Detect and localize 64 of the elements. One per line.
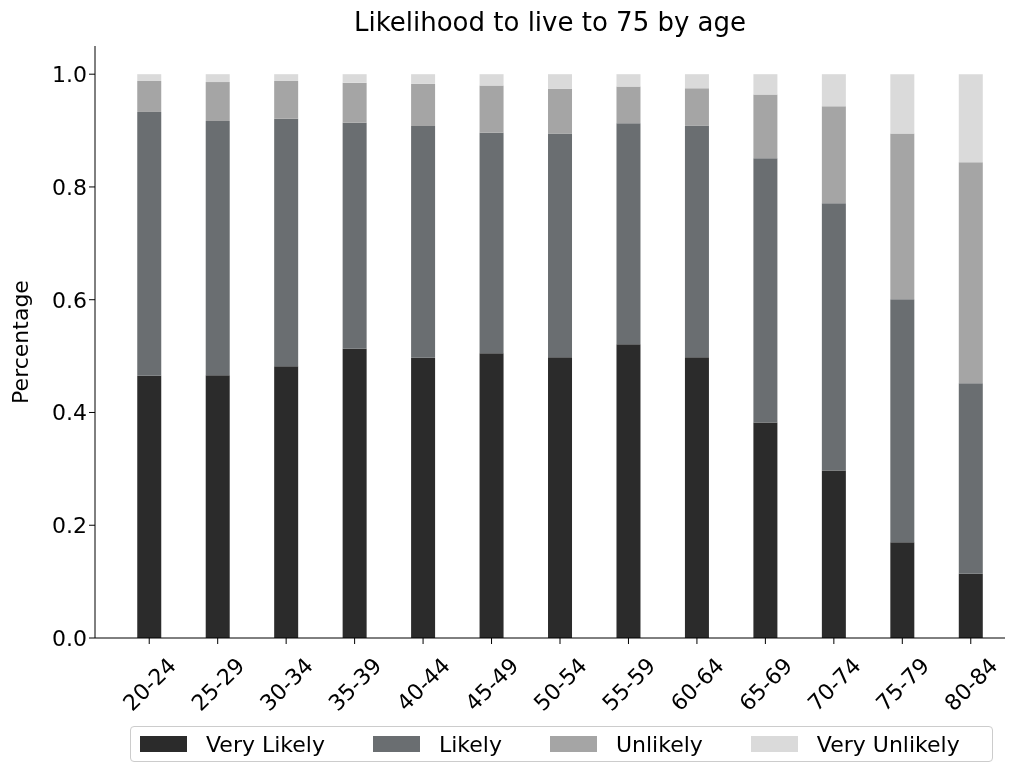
bar [411,126,436,358]
bar [274,74,299,81]
y-tick-label: 0.4 [52,400,87,426]
legend-label: Likely [438,731,502,757]
bar [753,74,778,95]
bar [616,74,641,87]
bar [137,111,162,376]
bar [205,375,230,638]
bar [821,74,846,107]
y-tick-label: 0.0 [52,625,87,651]
bar [753,422,778,638]
bar [958,573,983,638]
bar [616,344,641,638]
y-tick-label: 0.2 [52,513,87,539]
bar [342,74,367,83]
bar [616,123,641,345]
legend-label: Very Unlikely [816,731,960,757]
y-tick-label: 1.0 [52,62,87,87]
bar [890,542,915,638]
bar [342,122,367,349]
bar [479,353,504,638]
bar [479,74,504,86]
bar [479,132,504,354]
legend-label: Very Likely [206,731,325,757]
bar [411,74,436,84]
bar [684,74,709,89]
bar [205,120,230,376]
bar [958,74,983,163]
bar [274,80,299,119]
bar [274,366,299,638]
bar [753,94,778,159]
bar [548,133,573,358]
bar [411,357,436,638]
y-axis-title: Percentage [7,280,33,404]
bar [958,162,983,384]
bar [684,88,709,126]
bar [821,106,846,204]
bar [137,375,162,638]
chart-title: Likelihood to live to 75 by age [352,6,748,38]
bar [479,85,504,133]
bar [890,74,915,134]
bar [684,125,709,358]
bar [205,74,230,83]
bar [958,383,983,574]
bar [137,80,162,112]
bar [890,299,915,543]
bar [548,357,573,638]
bar [890,133,915,300]
bar [684,357,709,638]
bar [137,74,162,81]
bar [342,82,367,123]
legend-label: Unlikely [615,731,703,757]
bar [274,118,299,367]
bar [411,83,436,127]
bar [548,88,573,134]
bar [753,158,778,423]
bar [548,74,573,89]
bar [821,470,846,638]
y-tick-label: 0.6 [52,287,87,313]
bar [205,82,230,121]
y-tick-label: 0.8 [52,174,87,200]
bar [821,203,846,471]
bar [342,348,367,638]
bar [616,86,641,124]
